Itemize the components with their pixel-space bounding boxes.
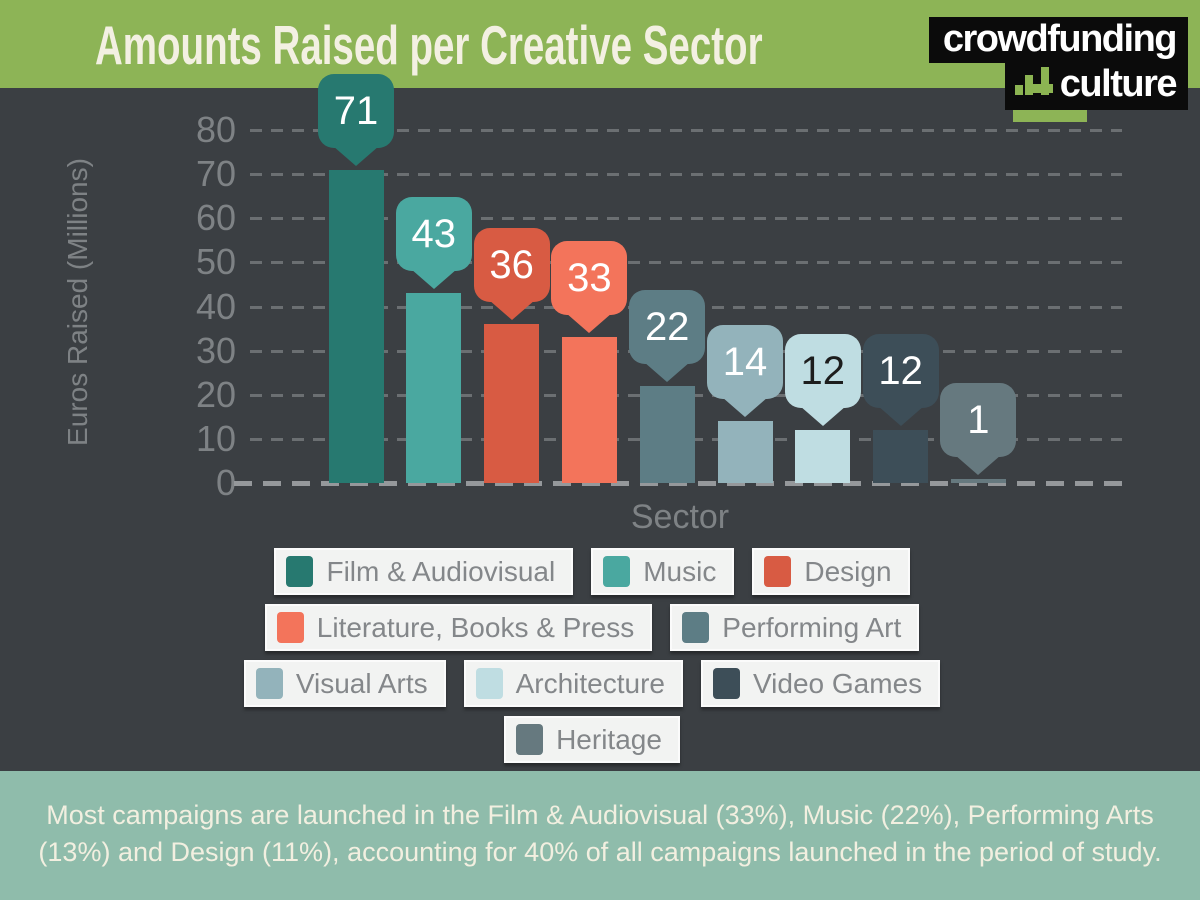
y-tick-label: 80 [195,109,236,150]
value-callout: 12 [784,334,861,427]
y-tick-label: 60 [195,197,236,239]
value-callout-bubble: 12 [862,334,939,409]
value-callout: 33 [551,241,628,334]
legend-color-swatch [682,612,710,643]
bar [484,324,540,483]
y-tick-label: 70 [195,153,236,195]
value-callout-bubble: 14 [707,325,783,400]
value-callout-pointer [644,361,691,382]
legend-item: Video Games [701,660,941,707]
y-tick-label: 40 [195,285,236,327]
legend-color-swatch [713,668,741,699]
legend-label: Performing Art [722,611,902,643]
bar [717,421,773,483]
legend-color-swatch [255,668,283,699]
legend-label: Video Games [753,667,923,699]
y-tick-label: 50 [195,241,236,283]
bar [795,430,851,483]
logo-line1: crowdfunding [928,17,1188,63]
y-tick-label: 10 [195,417,236,459]
value-callout-pointer [410,269,457,290]
x-axis-line [234,481,1128,486]
value-callout-bubble: 12 [784,334,861,409]
logo-line2: culture [1004,62,1188,110]
legend-label: Literature, Books & Press [316,611,635,643]
gridline [250,173,1122,177]
legend-label: Visual Arts [295,667,428,699]
y-tick-label: 0 [215,462,236,503]
value-callout-pointer [333,145,379,166]
value-callout: 36 [473,228,550,321]
value-callout-bubble: 1 [940,382,1017,457]
legend-color-swatch [475,668,503,699]
footer-bar: Most campaigns are launched in the Film … [0,771,1200,900]
value-callout: 12 [862,334,939,427]
bar [639,385,695,483]
legend-item: Heritage [504,716,680,763]
x-axis-label: Sector [630,498,730,536]
gridline [250,217,1122,221]
value-callout-pointer [955,454,1002,475]
logo-line2-wrap: culture [1004,62,1188,122]
value-callout-pointer [877,406,924,427]
value-callout: 1 [940,382,1017,475]
bar [950,478,1006,483]
legend-item: Literature, Books & Press [264,604,653,651]
legend-color-swatch [516,724,544,755]
value-callout-bubble: 36 [473,228,550,303]
green-plus-4-icon [1014,67,1053,95]
bar [873,430,929,483]
legend-item: Performing Art [670,604,920,651]
bar [328,169,384,483]
bar [406,293,462,483]
gridline [250,129,1122,132]
value-callout-pointer [799,406,846,427]
legend-item: Music [591,548,735,595]
value-callout: 71 [318,73,394,166]
legend-label: Heritage [556,723,662,755]
legend-row: Literature, Books & Press Performing Art [264,604,920,651]
legend: Film & Audiovisual Music Design Literature,… [0,548,1192,763]
legend-label: Film & Audiovisual [326,555,556,587]
page-title: Amounts Raised per Creative Sector [95,14,763,76]
value-callout-pointer [488,300,535,321]
value-callout-pointer [566,313,613,334]
value-callout-bubble: 33 [551,241,628,316]
value-callout-bubble: 43 [395,197,472,272]
legend-color-swatch [603,556,631,587]
bar [561,337,617,483]
logo-green-tab [1012,110,1087,122]
legend-label: Design [804,555,892,587]
legend-item: Visual Arts [243,660,446,707]
legend-item: Film & Audiovisual [274,548,574,595]
gridline [250,261,1122,265]
value-callout-bubble: 71 [318,73,394,148]
legend-color-swatch [276,612,304,643]
legend-color-swatch [764,556,792,587]
legend-color-swatch [286,556,314,587]
value-callout: 14 [707,325,783,418]
y-tick-label: 20 [195,373,236,415]
logo-line2-text: culture [1059,63,1178,105]
crowdfunding4culture-logo: crowdfunding culture [928,17,1188,122]
y-tick-label: 30 [195,329,236,371]
legend-label: Architecture [515,667,666,699]
value-callout: 43 [395,197,472,290]
footer-text: Most campaigns are launched in the Film … [38,800,1162,867]
value-callout-pointer [722,397,768,418]
legend-row: Heritage [504,716,680,763]
legend-label: Music [643,555,717,587]
value-callout-bubble: 22 [629,289,706,364]
legend-row: Visual Arts Architecture Video Games [243,660,941,707]
legend-item: Design [752,548,910,595]
value-callout: 22 [629,289,706,382]
legend-row: Film & Audiovisual Music Design [274,548,910,595]
legend-item: Architecture [463,660,684,707]
